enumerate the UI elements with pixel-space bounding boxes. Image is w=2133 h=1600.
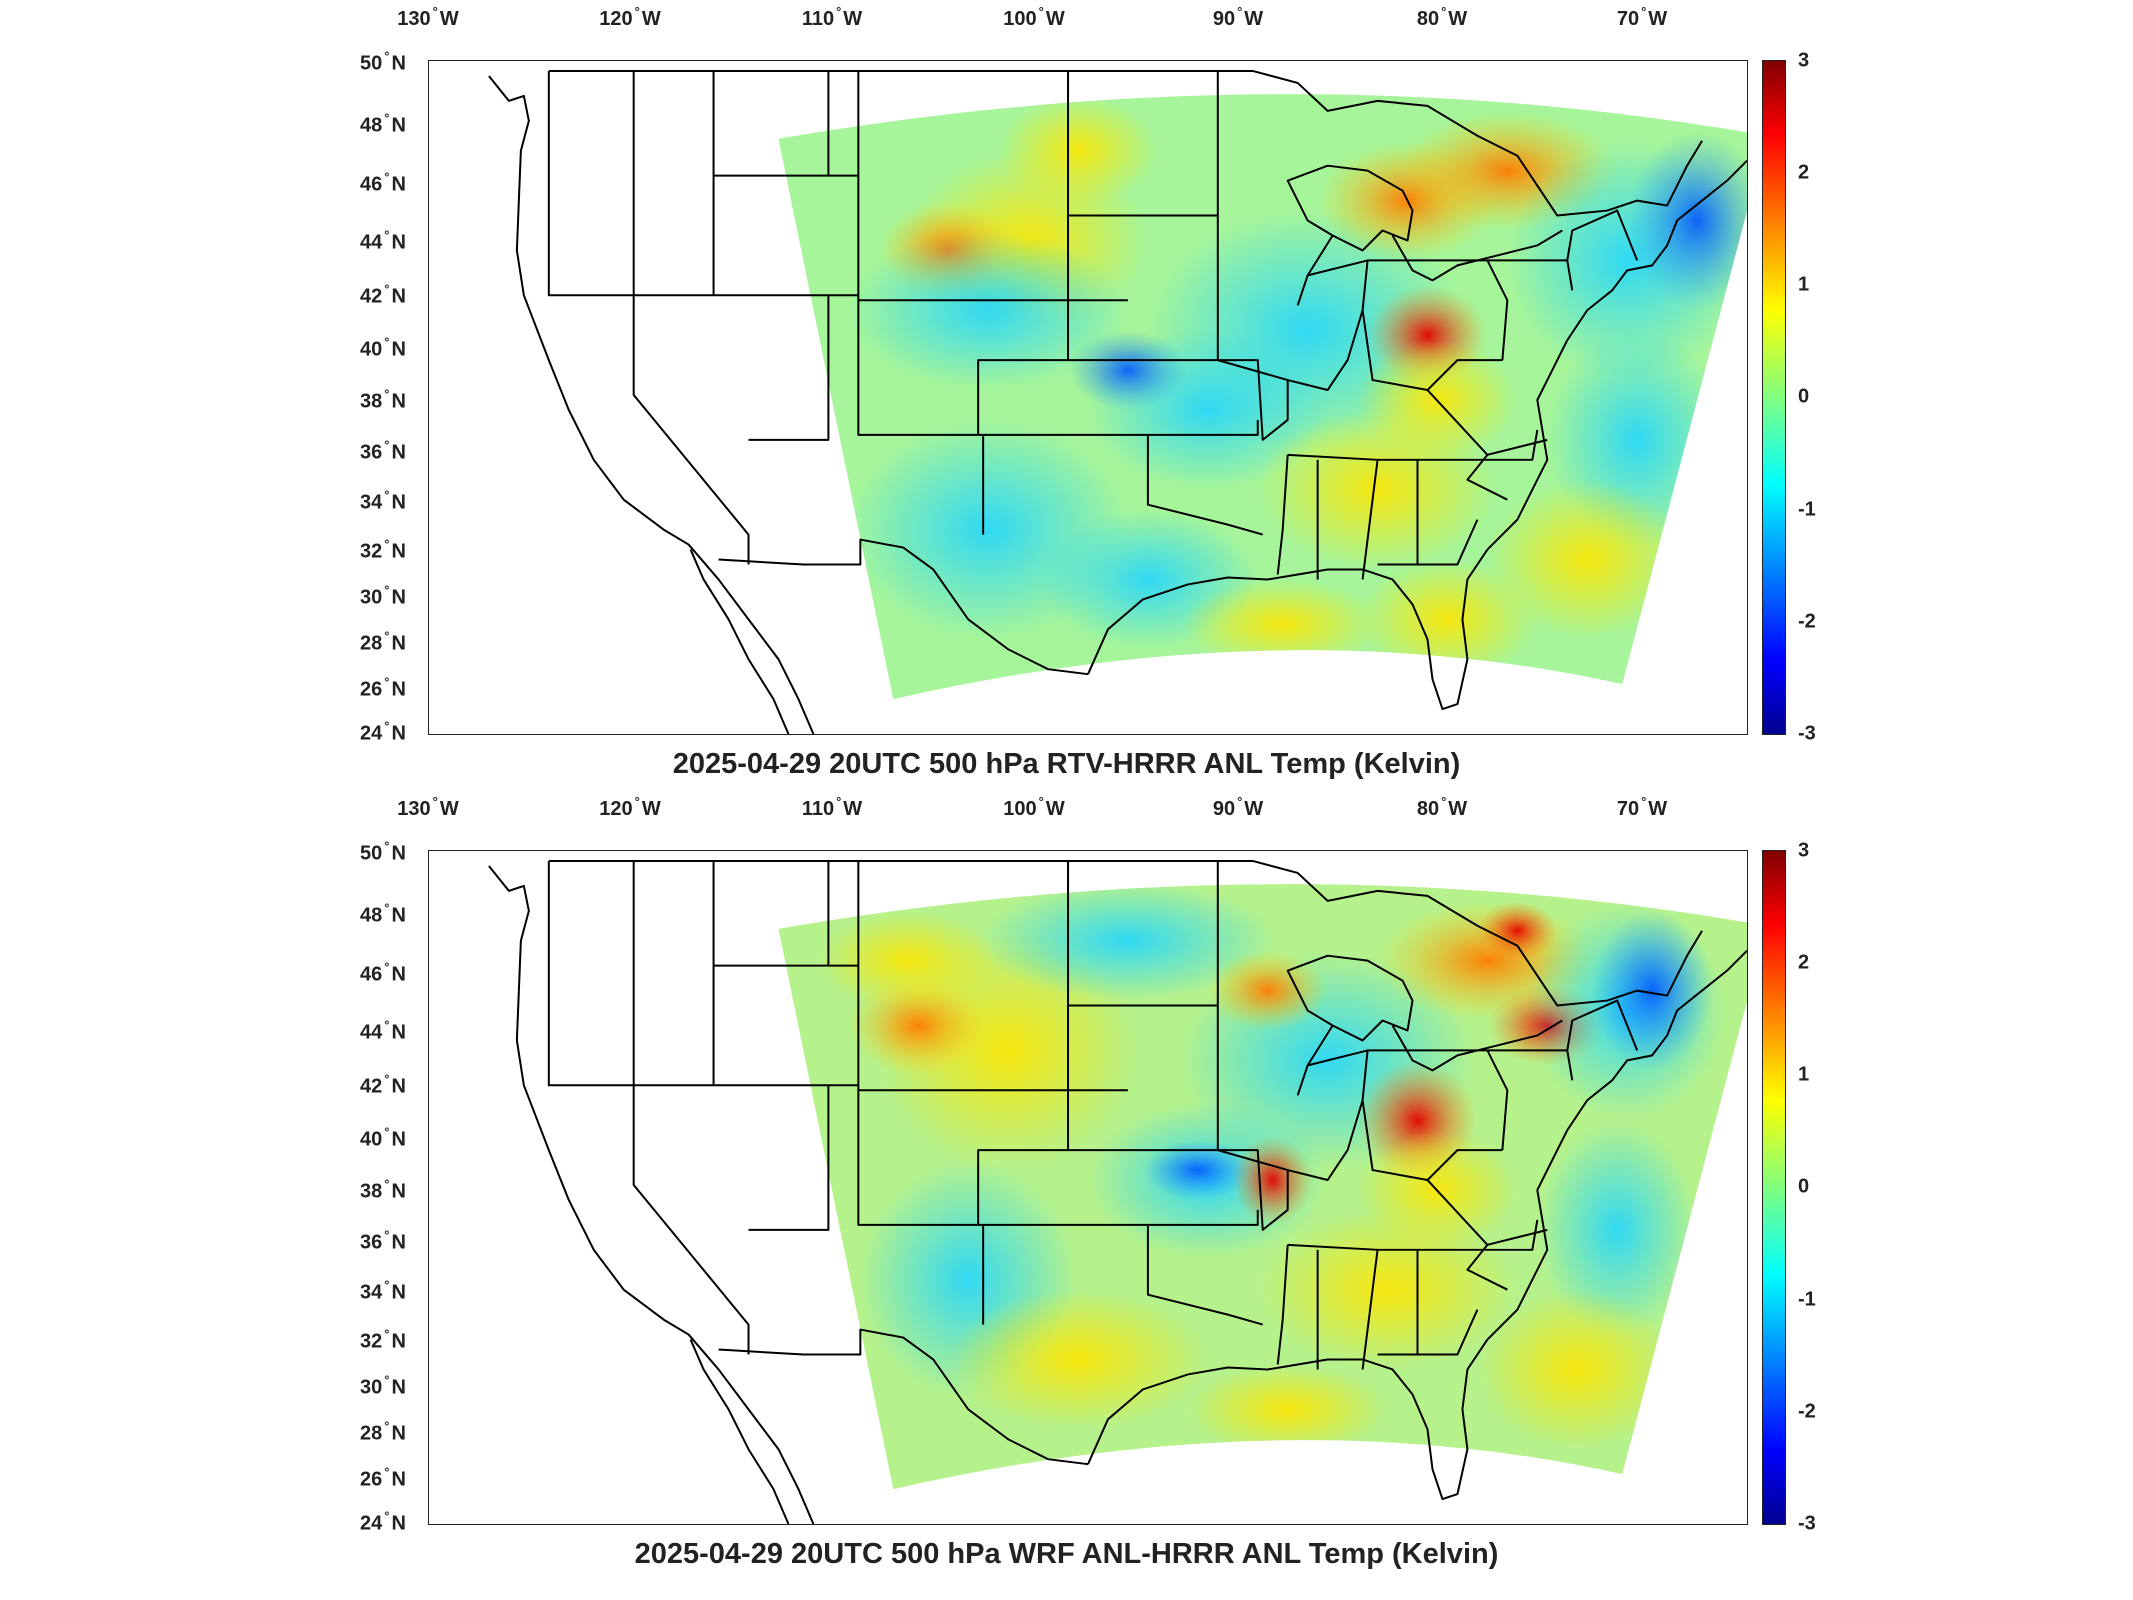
us-international-border bbox=[548, 69, 1703, 217]
lon-tick-label: 90 ° W bbox=[1212, 4, 1264, 30]
lon-tick-label: 130 ° W bbox=[397, 794, 459, 820]
lat-tick-label: 42 ° N bbox=[360, 1071, 406, 1098]
baja-coastline bbox=[689, 549, 790, 734]
colorbar-tick: 1 bbox=[1798, 273, 1810, 296]
lon-tick-label: 110 ° W bbox=[801, 794, 863, 820]
lon-tick-label: 80 ° W bbox=[1416, 4, 1468, 30]
lat-tick-label: 36 ° N bbox=[360, 1227, 406, 1254]
state-boundaries bbox=[547, 860, 1639, 1370]
lon-tick-label: 100 ° W bbox=[1003, 4, 1065, 30]
lat-tick-label: 30 ° N bbox=[360, 1372, 406, 1399]
lat-tick-label: 50 ° N bbox=[360, 838, 406, 865]
great-lakes bbox=[1286, 164, 1563, 306]
lon-tick-label: 110 ° W bbox=[801, 4, 863, 30]
atlantic-coastline bbox=[1566, 159, 1747, 341]
lat-tick-label: 38 ° N bbox=[360, 1176, 406, 1203]
colorbar-tick: -3 bbox=[1798, 722, 1816, 745]
colorbar-tick: 1 bbox=[1798, 1063, 1810, 1086]
lat-tick-label: 34 ° N bbox=[360, 487, 406, 514]
lat-tick-label: 38 ° N bbox=[360, 386, 406, 413]
map-plot-area bbox=[428, 850, 1748, 1525]
lon-tick-label: 70 ° W bbox=[1616, 4, 1668, 30]
lat-tick-label: 28 ° N bbox=[360, 628, 406, 655]
mexico-border bbox=[718, 1328, 1089, 1466]
panel-bottom: 130 ° W 120 ° W 110 ° W 100 ° W 90 ° W 80 ° W 70 ° W 5… bbox=[0, 790, 2133, 1590]
lat-tick-label: 32 ° N bbox=[360, 536, 406, 563]
lat-tick-label: 30 ° N bbox=[360, 582, 406, 609]
lat-tick-label: 32 ° N bbox=[360, 1326, 406, 1353]
temperature-field bbox=[778, 94, 1747, 700]
lon-tick-label: 120 ° W bbox=[599, 4, 661, 30]
lon-tick-label: 130 ° W bbox=[397, 4, 459, 30]
colorbar-tick: 3 bbox=[1798, 839, 1810, 862]
pacific-coastline bbox=[488, 865, 815, 1524]
lat-tick-label: 50 ° N bbox=[360, 48, 406, 75]
lat-tick-label: 40 ° N bbox=[360, 334, 406, 361]
colorbar-tick: 0 bbox=[1798, 385, 1810, 408]
lat-tick-label: 36 ° N bbox=[360, 437, 406, 464]
us-international-border bbox=[548, 859, 1703, 1007]
lat-tick-label: 34 ° N bbox=[360, 1277, 406, 1304]
lat-tick-label: 48 ° N bbox=[360, 900, 406, 927]
colorbar-tick: -2 bbox=[1798, 1400, 1816, 1423]
panel-title: 2025-04-29 20UTC 500 hPa RTV-HRRR ANL Te… bbox=[672, 748, 1461, 780]
colorbar-tick: -3 bbox=[1798, 1512, 1816, 1535]
colorbar-tick: 3 bbox=[1798, 49, 1810, 72]
colorbar bbox=[1762, 850, 1786, 1525]
lat-tick-label: 26 ° N bbox=[360, 1464, 406, 1491]
map-outlines bbox=[488, 69, 1747, 734]
lat-tick-label: 42 ° N bbox=[360, 281, 406, 308]
panel-title: 2025-04-29 20UTC 500 hPa WRF ANL-HRRR AN… bbox=[634, 1538, 1499, 1570]
lon-tick-label: 80 ° W bbox=[1416, 794, 1468, 820]
temperature-field bbox=[778, 884, 1747, 1490]
colorbar-tick: -1 bbox=[1798, 1288, 1816, 1311]
lon-tick-label: 100 ° W bbox=[1003, 794, 1065, 820]
panel-top: 130 ° W 120 ° W 110 ° W 100 ° W 90 ° W 80 ° W 70 ° W 5… bbox=[360, 4, 1816, 780]
colorbar-tick: 2 bbox=[1798, 951, 1810, 974]
state-boundaries bbox=[547, 70, 1639, 580]
colorbar-tick: 2 bbox=[1798, 161, 1810, 184]
lat-tick-label: 46 ° N bbox=[360, 169, 406, 196]
colorbar bbox=[1762, 60, 1786, 735]
map-outlines bbox=[488, 859, 1747, 1524]
mexico-border bbox=[718, 538, 1089, 676]
lat-tick-label: 24 ° N bbox=[360, 718, 406, 745]
colorbar-tick: -1 bbox=[1798, 498, 1816, 521]
map-plot-area bbox=[428, 60, 1748, 735]
lat-tick-label: 46 ° N bbox=[360, 959, 406, 986]
lat-tick-label: 48 ° N bbox=[360, 110, 406, 137]
atlantic-coastline bbox=[1566, 949, 1747, 1131]
lon-tick-label: 90 ° W bbox=[1212, 794, 1264, 820]
colorbar-tick: -2 bbox=[1798, 610, 1816, 633]
lat-tick-label: 44 ° N bbox=[360, 227, 406, 254]
lon-tick-label: 70 ° W bbox=[1616, 794, 1668, 820]
lat-tick-label: 26 ° N bbox=[360, 674, 406, 701]
baja-coastline bbox=[689, 1339, 790, 1524]
lat-tick-label: 40 ° N bbox=[360, 1124, 406, 1151]
lat-tick-label: 44 ° N bbox=[360, 1017, 406, 1044]
pacific-coastline bbox=[488, 75, 815, 734]
lat-tick-label: 28 ° N bbox=[360, 1418, 406, 1445]
colorbar-tick: 0 bbox=[1798, 1175, 1810, 1198]
lat-tick-label: 24 ° N bbox=[360, 1508, 406, 1535]
great-lakes bbox=[1286, 954, 1563, 1096]
lon-tick-label: 120 ° W bbox=[599, 794, 661, 820]
